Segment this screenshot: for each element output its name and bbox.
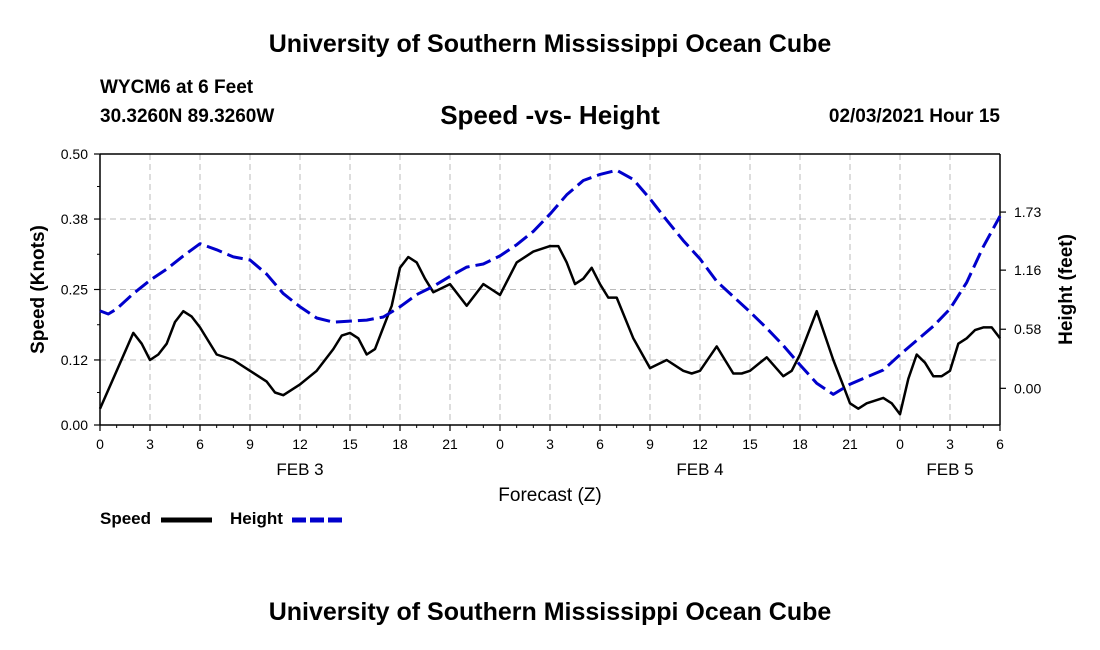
y-tick-label: 0.38 — [61, 211, 88, 227]
y-tick-label: 0.50 — [61, 146, 88, 162]
x-tick-label: 21 — [442, 436, 458, 452]
y-axis-title: Speed (Knots) — [28, 225, 49, 354]
footer-title: University of Southern Mississippi Ocean… — [268, 598, 832, 626]
y2-tick-label: 0.00 — [1014, 380, 1041, 396]
chart-title: Speed -vs- Height — [440, 100, 660, 130]
y2-axis-title: Height (feet) — [1056, 234, 1077, 345]
y2-tick-label: 1.73 — [1014, 204, 1041, 220]
x-tick-label: 18 — [392, 436, 408, 452]
y2-tick-label: 1.16 — [1014, 262, 1041, 278]
day-label: FEB 5 — [926, 460, 973, 479]
y-tick-label: 0.12 — [61, 352, 88, 368]
day-label: FEB 4 — [676, 460, 723, 479]
x-tick-label: 6 — [196, 436, 204, 452]
station-name: WYCM6 at 6 Feet — [100, 77, 254, 98]
x-tick-label: 12 — [292, 436, 308, 452]
x-tick-label: 15 — [742, 436, 758, 452]
y-tick-label: 0.25 — [61, 282, 88, 298]
day-label: FEB 3 — [276, 460, 323, 479]
x-tick-label: 0 — [496, 436, 504, 452]
y-tick-label: 0.00 — [61, 417, 88, 433]
x-tick-label: 3 — [946, 436, 954, 452]
forecast-datetime: 02/03/2021 Hour 15 — [828, 106, 1000, 127]
height-series-line — [99, 168, 1002, 396]
x-tick-label: 15 — [342, 436, 358, 452]
y2-tick-label: 0.58 — [1014, 321, 1041, 337]
x-axis-title: Forecast (Z) — [498, 485, 601, 506]
x-tick-label: 3 — [546, 436, 554, 452]
x-tick-label: 9 — [246, 436, 254, 452]
header-title: University of Southern Mississippi Ocean… — [268, 30, 832, 58]
legend-height-label: Height — [230, 509, 283, 528]
x-tick-label: 12 — [692, 436, 708, 452]
speed-series-line — [98, 244, 1001, 416]
x-tick-label: 21 — [842, 436, 858, 452]
x-tick-label: 6 — [996, 436, 1004, 452]
station-coords: 30.3260N 89.3260W — [100, 106, 275, 127]
x-tick-label: 9 — [646, 436, 654, 452]
x-tick-label: 0 — [896, 436, 904, 452]
x-tick-label: 6 — [596, 436, 604, 452]
legend-speed-label: Speed — [100, 509, 151, 528]
x-tick-label: 18 — [792, 436, 808, 452]
x-tick-label: 3 — [146, 436, 154, 452]
x-tick-label: 0 — [96, 436, 104, 452]
